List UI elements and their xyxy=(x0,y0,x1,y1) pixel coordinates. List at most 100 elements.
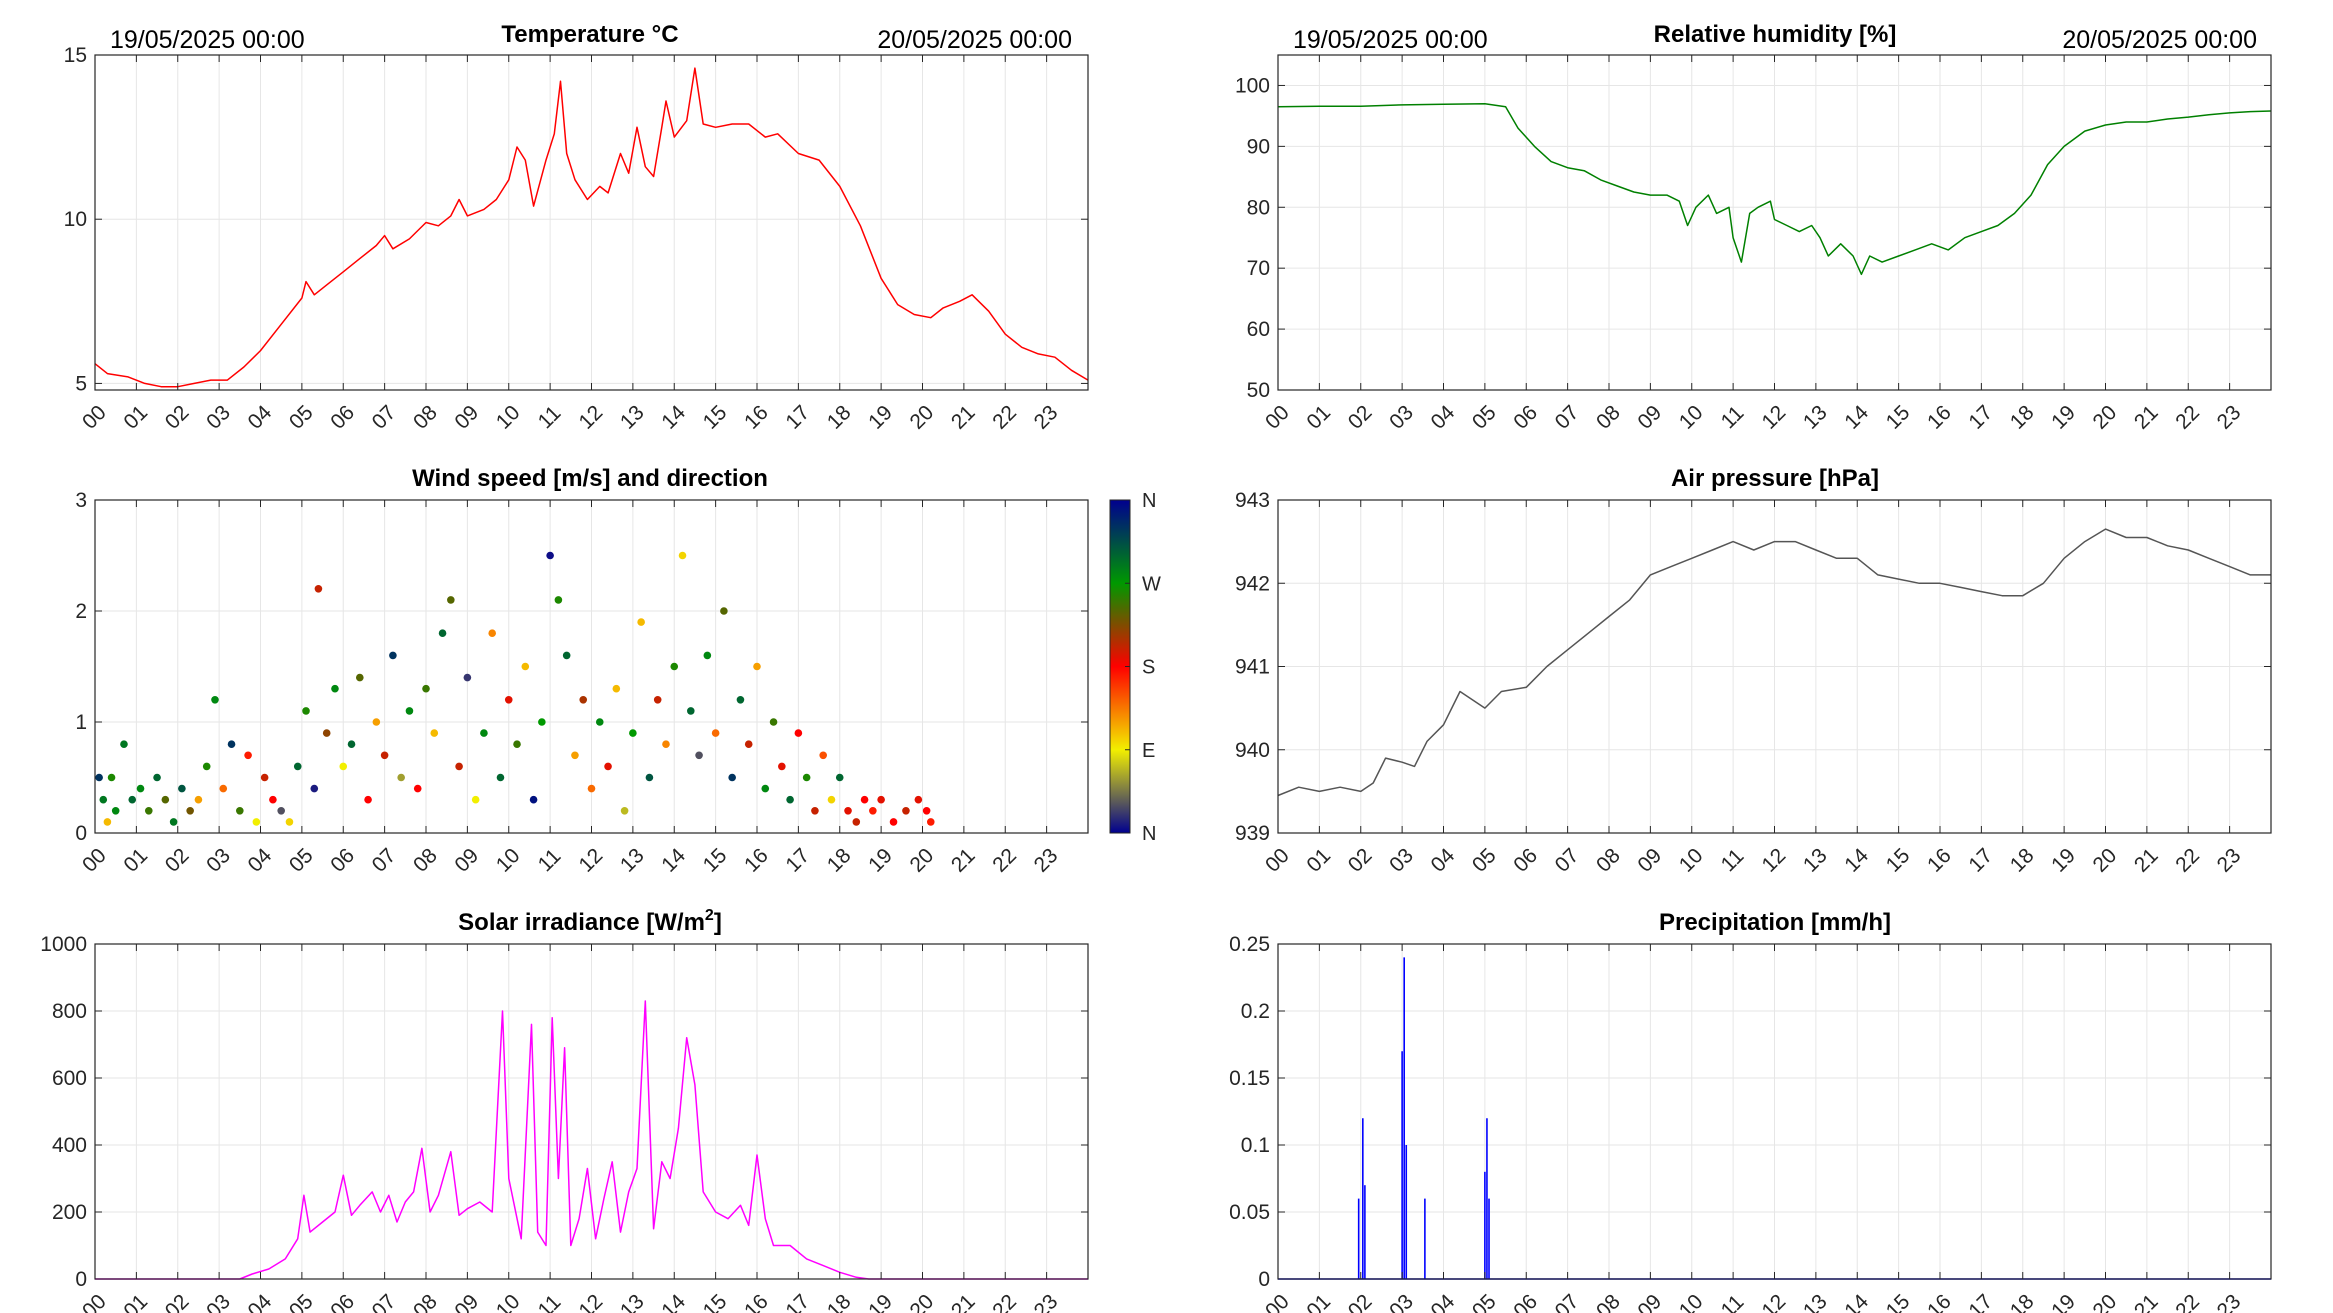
wind-point xyxy=(331,684,339,693)
wind-point xyxy=(471,795,480,804)
solar-title-main: Solar irradiance [W/m xyxy=(458,909,705,936)
wind-point xyxy=(347,740,356,748)
wind-point xyxy=(662,740,670,748)
solar-chart: Solar irradiance [W/m2] 00 01 02 03 04 05 06 07… xyxy=(40,907,1089,1313)
solar-series-line xyxy=(95,1000,1088,1280)
precip-ytick-label: 0.25 xyxy=(1229,933,1270,956)
wind-point xyxy=(153,773,161,782)
humidity-date-start: 19/05/2025 00:00 xyxy=(1293,26,1488,54)
solar-ytick-label: 600 xyxy=(52,1067,87,1090)
wind-point xyxy=(227,740,236,748)
wind-point xyxy=(902,807,910,815)
wind-colorbar-label: S xyxy=(1142,657,1155,679)
wind-point xyxy=(703,651,712,660)
temperature-date-end: 20/05/2025 00:00 xyxy=(877,26,1072,54)
pressure-title: Air pressure [hPa] xyxy=(1671,465,1879,492)
temperature-date-start: 19/05/2025 00:00 xyxy=(110,26,305,54)
wind-point xyxy=(802,773,811,782)
wind-point xyxy=(595,718,604,726)
wind-point xyxy=(778,762,786,771)
solar-title-sup: 2 xyxy=(705,907,714,924)
wind-point xyxy=(538,718,546,726)
precip-ytick-label: 0 xyxy=(1258,1268,1270,1291)
wind-point xyxy=(844,807,852,815)
wind-point xyxy=(827,795,836,804)
wind-point xyxy=(99,795,108,804)
wind-point xyxy=(405,707,414,715)
temperature-ytick-label: 5 xyxy=(75,372,87,395)
humidity-ytick-label: 50 xyxy=(1247,379,1270,402)
wind-point xyxy=(95,773,103,782)
wind-point xyxy=(219,784,228,793)
wind-point xyxy=(277,807,285,815)
wind-point xyxy=(529,795,538,804)
pressure-ytick-label: 941 xyxy=(1235,656,1270,679)
wind-colorbar-label: W xyxy=(1142,573,1161,595)
wind-point xyxy=(430,729,439,737)
humidity-ytick-label: 70 xyxy=(1247,257,1270,280)
wind-ytick-label: 3 xyxy=(75,489,87,512)
wind-point xyxy=(869,807,877,815)
wind-point xyxy=(178,784,186,793)
wind-point xyxy=(769,718,778,726)
wind-point xyxy=(914,795,923,804)
wind-point xyxy=(860,795,869,804)
wind-point xyxy=(356,673,364,682)
pressure-ytick-label: 939 xyxy=(1235,822,1270,845)
wind-point xyxy=(504,696,513,704)
humidity-ytick-label: 80 xyxy=(1247,196,1270,219)
wind-point xyxy=(480,729,488,737)
wind-point xyxy=(587,784,596,793)
wind-point xyxy=(926,818,935,826)
wind-point xyxy=(194,795,203,804)
wind-point xyxy=(637,618,645,626)
pressure-chart: Air pressure [hPa] 00 01 02 03 04 05 06 07 08 09 1… xyxy=(1235,465,2272,877)
humidity-ytick-label: 90 xyxy=(1247,135,1270,158)
wind-point xyxy=(620,807,629,815)
solar-ytick-label: 1000 xyxy=(40,933,87,956)
wind-point xyxy=(678,551,687,560)
precip-ytick-label: 0.15 xyxy=(1229,1067,1270,1090)
wind-point xyxy=(293,762,302,771)
wind-point xyxy=(364,795,372,804)
humidity-series-line xyxy=(1277,102,2272,276)
pressure-series-line xyxy=(1277,528,2271,797)
wind-point xyxy=(488,629,497,637)
precipitation-chart: Precipitation [mm/h] 00 01 02 03 04 05 06 07 08 0… xyxy=(1229,909,2272,1313)
wind-point xyxy=(285,818,294,826)
wind-point xyxy=(786,795,794,804)
wind-colorbar-label: N xyxy=(1142,490,1156,512)
humidity-title: Relative humidity [%] xyxy=(1654,21,1897,48)
wind-point xyxy=(811,807,819,815)
wind-point xyxy=(380,751,389,760)
solar-title-end: ] xyxy=(714,909,722,936)
wind-point xyxy=(322,729,331,737)
solar-ytick-label: 200 xyxy=(52,1201,87,1224)
humidity-chart: Relative humidity [%] 19/05/2025 00:00 2… xyxy=(1235,21,2272,434)
wind-point xyxy=(169,818,178,826)
wind-point xyxy=(736,696,745,704)
wind-point xyxy=(186,807,194,815)
wind-point xyxy=(455,762,463,771)
wind-point xyxy=(397,773,405,782)
wind-point xyxy=(438,629,447,637)
solar-ytick-label: 800 xyxy=(52,1000,87,1023)
wind-colorbar-label: E xyxy=(1142,740,1155,762)
wind-point xyxy=(554,596,563,604)
wind-point xyxy=(252,818,261,826)
pressure-ytick-label: 943 xyxy=(1235,489,1270,512)
wind-point xyxy=(302,707,310,715)
wind-point xyxy=(161,795,170,804)
temperature-ytick-label: 15 xyxy=(64,44,87,67)
wind-point xyxy=(107,773,116,782)
humidity-date-end: 20/05/2025 00:00 xyxy=(2062,26,2257,54)
wind-point xyxy=(521,662,530,671)
wind-point xyxy=(372,718,381,726)
wind-colorbar-label: N xyxy=(1142,823,1156,845)
temperature-title: Temperature °C xyxy=(501,21,678,48)
wind-point xyxy=(513,740,521,748)
wind-point xyxy=(144,807,153,815)
solar-ytick-label: 400 xyxy=(52,1134,87,1157)
wind-point xyxy=(794,729,803,737)
wind-point xyxy=(236,807,244,815)
